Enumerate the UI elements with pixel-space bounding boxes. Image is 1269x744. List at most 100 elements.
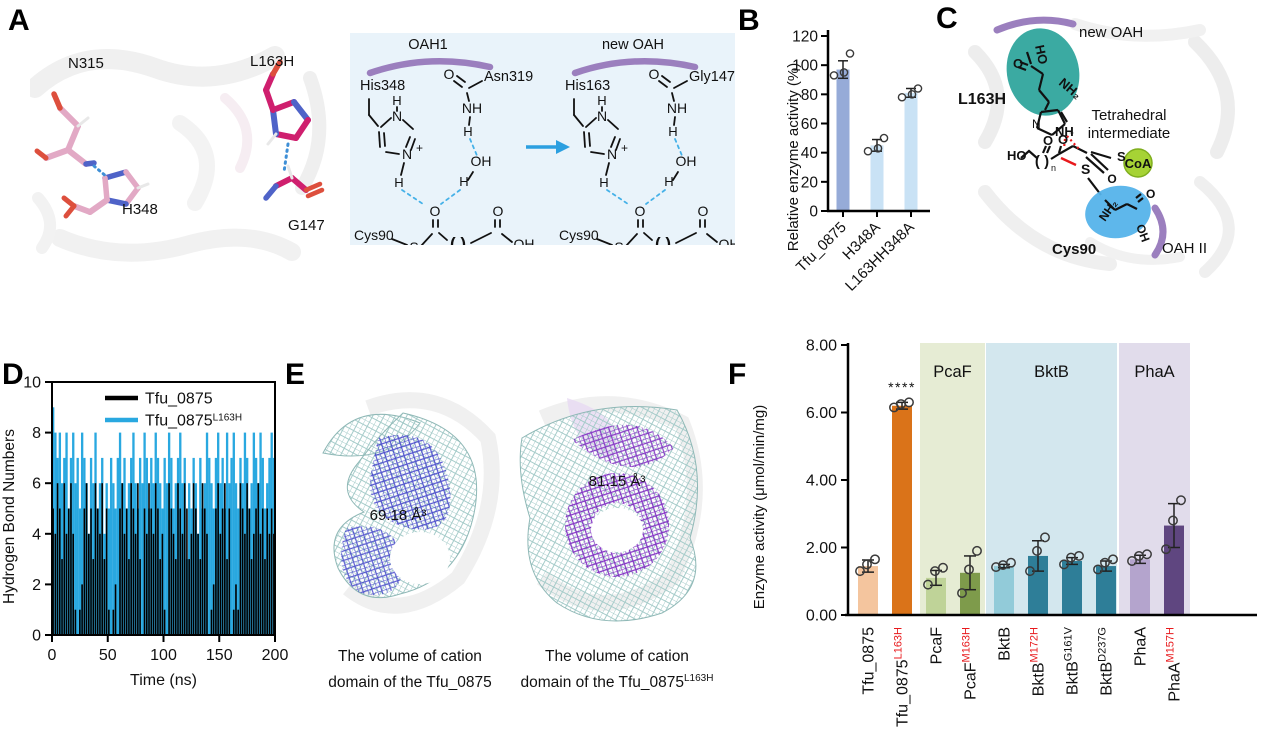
panel-f-chart: PcaF BktB PhaA 0.00 2.00 4.00 6.00 8.00 Enzyme a… bbox=[751, 338, 1257, 727]
x-tick-label: BktB bbox=[997, 627, 1014, 661]
svg-text:N: N bbox=[597, 108, 607, 124]
y-tick-label: 20 bbox=[801, 174, 819, 191]
coa-sphere bbox=[1123, 148, 1153, 178]
y-tick-label: 0.00 bbox=[806, 608, 837, 625]
data-point bbox=[1108, 554, 1118, 565]
series-tfu0875 bbox=[52, 483, 275, 635]
panel-label-b: B bbox=[738, 4, 760, 37]
x-tick-label: BktBD237G bbox=[1097, 627, 1116, 696]
data-point bbox=[1059, 559, 1069, 570]
svg-text:OH: OH bbox=[719, 236, 736, 245]
svg-text:+: + bbox=[416, 141, 423, 155]
data-point bbox=[879, 133, 889, 143]
svg-text:N: N bbox=[607, 146, 617, 162]
svg-text:O: O bbox=[635, 203, 646, 219]
svg-text:O: O bbox=[649, 66, 660, 82]
y-tick-label: 60 bbox=[801, 116, 819, 133]
data-point bbox=[1006, 557, 1016, 568]
label-l163h-teal: L163H bbox=[958, 91, 1006, 108]
bar bbox=[1130, 559, 1150, 615]
svg-text:H: H bbox=[392, 93, 401, 108]
x-tick-label: 200 bbox=[262, 647, 289, 664]
residue-right-label: Asn319 bbox=[484, 69, 533, 85]
y-tick-label: 6 bbox=[32, 476, 41, 493]
x-tick-label: PhaAM157H bbox=[1165, 627, 1184, 702]
svg-text:OH: OH bbox=[471, 153, 492, 169]
label-new-oah: new OAH bbox=[1079, 24, 1143, 41]
data-point bbox=[907, 90, 917, 99]
svg-text:H: H bbox=[664, 174, 673, 189]
y-tick-label: 8.00 bbox=[806, 338, 837, 355]
x-tick-label: BktBM172H bbox=[1029, 627, 1048, 696]
bar bbox=[904, 92, 918, 211]
bar bbox=[994, 566, 1014, 615]
panel-label-c: C bbox=[936, 2, 958, 35]
svg-text:H: H bbox=[459, 174, 468, 189]
label-l163h: L163H bbox=[250, 53, 294, 70]
y-axis-label: Enzyme activity (μmol/min/mg) bbox=[751, 405, 768, 610]
group-label: BktB bbox=[1034, 363, 1069, 381]
caption-e-right: The volume of cation domain of the Tfu_0… bbox=[520, 648, 714, 692]
data-point bbox=[870, 554, 880, 565]
svg-text:H: H bbox=[668, 124, 677, 139]
bar bbox=[1096, 566, 1116, 615]
svg-text:S: S bbox=[409, 239, 418, 245]
data-point bbox=[913, 84, 923, 93]
y-tick-label: 4.00 bbox=[806, 473, 837, 490]
data-point bbox=[1040, 532, 1050, 543]
svg-text:H: H bbox=[394, 175, 403, 190]
cys90-highlight-ellipse bbox=[1085, 185, 1151, 239]
data-point bbox=[1168, 515, 1178, 526]
bracket-n: ( ) bbox=[1035, 153, 1049, 170]
data-point bbox=[1025, 566, 1035, 577]
label-g147: G147 bbox=[288, 217, 325, 234]
svg-text:O: O bbox=[430, 203, 441, 219]
data-point bbox=[964, 564, 974, 575]
new-oah-arc bbox=[993, 16, 1077, 34]
svg-text:H: H bbox=[463, 124, 472, 139]
bar bbox=[960, 572, 980, 615]
cys90-label: Cys90 bbox=[559, 227, 599, 243]
data-point bbox=[1074, 550, 1084, 561]
panel-a-structure: N315 H348 L163H G147 bbox=[30, 46, 327, 262]
x-tick-label: Tfu_0875 bbox=[861, 627, 878, 695]
data-point bbox=[1161, 544, 1171, 555]
y-tick-label: 10 bbox=[23, 375, 41, 392]
hbond-dashed-left bbox=[92, 164, 109, 179]
y-tick-label: 6.00 bbox=[806, 405, 837, 422]
data-point bbox=[923, 579, 933, 590]
data-point bbox=[873, 143, 883, 153]
svg-text:O: O bbox=[493, 203, 504, 219]
data-point bbox=[930, 566, 940, 577]
atom-s-coa: S bbox=[1117, 149, 1126, 164]
label-h348: H348 bbox=[122, 201, 158, 218]
data-point bbox=[845, 49, 855, 58]
residue-left-label: His163 bbox=[565, 78, 610, 94]
residue-l163h-sticks bbox=[263, 59, 311, 146]
svg-text:N: N bbox=[402, 146, 412, 162]
panel-label-f: F bbox=[728, 358, 747, 391]
panel-c-schematic: new OAH L163H HO O NH₂ N NH Tetrahedral … bbox=[958, 16, 1235, 278]
x-tick-label: Tfu_0875L163H bbox=[893, 627, 912, 727]
svg-text:( ): ( ) bbox=[450, 234, 466, 245]
x-axis-label: Time (ns) bbox=[130, 672, 197, 689]
residue-right-label: Gly147 bbox=[689, 69, 735, 85]
data-point bbox=[897, 92, 907, 102]
cavity-hole-right bbox=[591, 508, 643, 552]
y-tick-label: 0 bbox=[809, 204, 818, 221]
data-point bbox=[1093, 564, 1103, 575]
bar bbox=[892, 405, 912, 615]
oah-arc bbox=[571, 57, 699, 77]
label-tetrahedral-1: Tetrahedral bbox=[1091, 107, 1166, 124]
y-tick-label: 2 bbox=[32, 577, 41, 594]
y-tick-label: 120 bbox=[792, 29, 818, 46]
y-tick-label: 100 bbox=[792, 58, 818, 75]
panel-label-e: E bbox=[285, 358, 306, 391]
svg-text:O: O bbox=[444, 66, 455, 82]
panel-e-mesh-left: 69.18 Å³ bbox=[322, 392, 500, 614]
data-point bbox=[972, 545, 982, 556]
y-axis-label: Hydrogen Bond Numbers bbox=[1, 429, 18, 604]
cavity-hole-left bbox=[390, 532, 450, 584]
